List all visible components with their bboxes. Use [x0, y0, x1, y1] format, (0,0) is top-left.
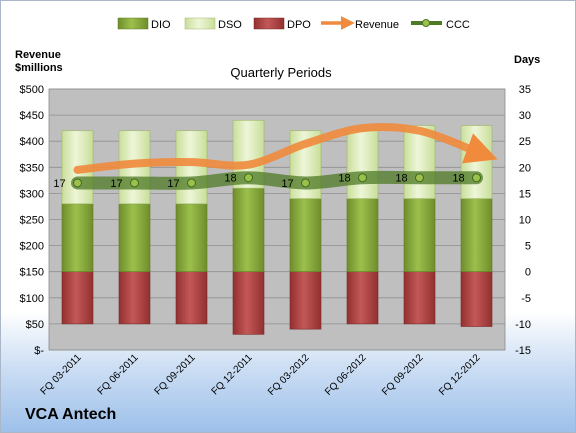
right-tick-label: -5	[521, 293, 531, 305]
bar-dio	[460, 198, 493, 272]
legend-swatch-dpo	[253, 17, 285, 30]
left-tick-label: $500	[20, 84, 44, 96]
right-tick-label: 10	[519, 215, 531, 227]
bar-dso	[346, 130, 379, 199]
bar-dio	[346, 198, 379, 272]
right-tick-label: 5	[525, 241, 531, 253]
legend-label-dio: DIO	[151, 19, 171, 31]
legend-label-revenue: Revenue	[355, 19, 399, 31]
x-tick-label: FQ 09-2011	[153, 352, 198, 397]
left-tick-label: $300	[20, 188, 44, 200]
right-tick-label: 25	[519, 136, 531, 148]
y-left-label-line1: Revenue	[15, 49, 61, 61]
bar-dpo	[232, 271, 265, 335]
ccc-data-label: 18	[224, 173, 236, 185]
left-tick-label: $50	[26, 319, 44, 331]
bar-dso	[175, 130, 208, 205]
x-tick-label: FQ 03-2012	[266, 352, 312, 398]
right-tick-label: 20	[519, 162, 531, 174]
left-tick-label: $200	[20, 241, 44, 253]
left-tick-label: $250	[20, 215, 44, 227]
right-tick-label: 35	[519, 84, 531, 96]
ccc-data-label: 17	[110, 178, 122, 190]
bar-dio	[403, 198, 436, 272]
right-tick-label: 30	[519, 110, 531, 122]
left-tick-label: $400	[20, 136, 44, 148]
right-tick-label: 15	[519, 188, 531, 200]
ccc-series: 17 17 17 18 17 18 18 18	[53, 170, 483, 190]
legend-swatch-dio	[117, 17, 149, 30]
ccc-point	[472, 173, 481, 183]
ccc-point	[187, 178, 196, 188]
bar-dpo	[61, 271, 94, 325]
bar-dpo	[175, 271, 208, 325]
bar-dio	[61, 203, 94, 272]
ccc-data-label: 17	[53, 178, 65, 190]
bar-dpo	[118, 271, 151, 325]
legend: DIO DSO DPO Revenue CCC	[117, 16, 470, 31]
bar-dso	[460, 125, 493, 199]
company-name: VCA Antech	[25, 406, 117, 423]
bar-dio	[232, 187, 265, 272]
bar-dpo	[346, 271, 379, 325]
x-tick-label: FQ 06-2011	[96, 352, 141, 397]
legend-swatch-ccc-marker	[422, 19, 430, 27]
bar-dpo	[460, 271, 493, 327]
x-tick-label: FQ 12-2012	[437, 352, 483, 398]
ccc-point	[415, 173, 424, 183]
chart-title: Quarterly Periods	[230, 65, 332, 80]
ccc-point	[358, 173, 367, 183]
left-tick-label: $350	[20, 162, 44, 174]
bar-dio	[118, 203, 151, 272]
revenue-line	[73, 122, 498, 174]
left-tick-label: $100	[20, 293, 44, 305]
x-tick-label: FQ 09-2012	[380, 352, 426, 398]
right-tick-label: 0	[525, 267, 531, 279]
ccc-point	[73, 178, 82, 188]
bar-dio	[175, 203, 208, 272]
ccc-data-label: 17	[167, 178, 179, 190]
bar-dpo	[289, 271, 322, 330]
right-tick-label: -10	[515, 319, 531, 331]
y-left-label-line2: $millions	[15, 62, 63, 74]
ccc-data-label: 18	[452, 173, 464, 185]
left-tick-label: $-	[34, 345, 44, 357]
x-tick-label: FQ 06-2012	[323, 352, 369, 398]
left-tick-label: $150	[20, 267, 44, 279]
legend-label-ccc: CCC	[446, 19, 470, 31]
right-tick-label: -15	[515, 345, 531, 357]
bar-dpo	[403, 271, 436, 325]
legend-swatch-dso	[184, 17, 216, 30]
x-axis-ticks: FQ 03-2011 FQ 06-2011 FQ 09-2011 FQ 12-2011…	[39, 352, 483, 398]
y-right-label: Days	[514, 54, 540, 66]
ccc-point	[301, 178, 310, 188]
ccc-point	[130, 178, 139, 188]
x-tick-label: FQ 03-2011	[39, 352, 84, 397]
right-axis-ticks: -15 -10 -5 0 5 10 15 20 25 30 35	[515, 84, 531, 357]
bar-dio	[289, 198, 322, 272]
ccc-line	[71, 170, 483, 190]
ccc-data-label: 17	[281, 178, 293, 190]
legend-label-dso: DSO	[218, 19, 242, 31]
x-tick-label: FQ 12-2011	[210, 352, 255, 397]
left-tick-label: $450	[20, 110, 44, 122]
ccc-data-label: 18	[338, 173, 350, 185]
ccc-point	[244, 173, 253, 183]
legend-label-dpo: DPO	[287, 19, 311, 31]
revenue-series	[73, 122, 498, 174]
left-axis-ticks: $- $50 $100 $150 $200 $250 $300 $350 $400 $450 $50…	[20, 84, 45, 357]
ccc-data-label: 18	[395, 173, 407, 185]
